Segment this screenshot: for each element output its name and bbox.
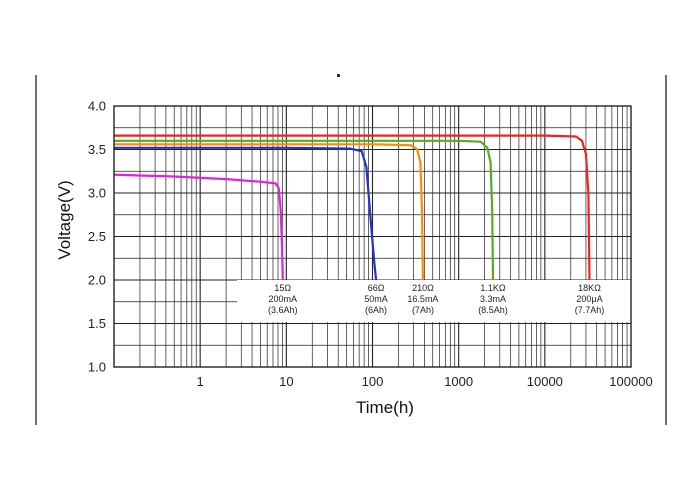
x-tick-label: 10 — [279, 374, 293, 389]
annotation-label: (7Ah) — [412, 305, 434, 315]
y-tick-label: 1.0 — [88, 360, 106, 375]
series-line-2 — [114, 146, 378, 281]
y-tick-label: 2.5 — [88, 229, 106, 244]
series-line-1 — [113, 173, 284, 281]
annotation-box — [237, 280, 631, 322]
annotation-background — [237, 280, 631, 322]
x-tick-label: 1 — [197, 374, 204, 389]
annotation-label: 16.5mA — [407, 294, 438, 304]
y-axis-title: Voltage(V) — [55, 180, 74, 259]
annotation-label: 1.1KΩ — [480, 283, 506, 293]
annotation-label: 15Ω — [274, 283, 291, 293]
y-tick-label: 3.0 — [88, 186, 106, 201]
x-axis-title: Time(h) — [356, 398, 414, 417]
annotation-label: (8.5Ah) — [478, 305, 508, 315]
series-line-3 — [114, 143, 424, 281]
plot-frame — [113, 105, 632, 368]
y-tick-label: 1.5 — [88, 316, 106, 331]
annotation-label: (7.7Ah) — [575, 305, 605, 315]
annotation-label: (6Ah) — [365, 305, 387, 315]
annotation-label: (3.6Ah) — [268, 305, 298, 315]
series-line-5 — [114, 134, 591, 281]
x-tick-label: 10000 — [527, 374, 563, 389]
annotation-label: 50mA — [364, 294, 388, 304]
annotation-label: 3.3mA — [480, 294, 506, 304]
y-tick-label: 4.0 — [88, 99, 106, 114]
annotation-label: 200mA — [269, 294, 298, 304]
clipped-title-fragment — [337, 74, 340, 77]
y-tick-label: 2.0 — [88, 273, 106, 288]
x-tick-label: 1000 — [444, 374, 473, 389]
series-line-4 — [114, 139, 495, 281]
x-tick-label: 100 — [362, 374, 384, 389]
x-tick-label: 100000 — [609, 374, 652, 389]
y-tick-label: 3.5 — [88, 142, 106, 157]
grid — [114, 106, 631, 367]
annotation-label: 18KΩ — [578, 283, 601, 293]
annotation-label: 200μA — [576, 294, 602, 304]
annotation-label: 66Ω — [368, 283, 385, 293]
plot-border — [113, 105, 632, 368]
series-group — [113, 134, 591, 281]
annotation-label: 210Ω — [412, 283, 434, 293]
x-tick-labels: 1 10 100 1000 10000 100000 — [197, 374, 653, 389]
y-tick-labels: 1.0 1.5 2.0 2.5 3.0 3.5 4.0 — [88, 99, 106, 375]
